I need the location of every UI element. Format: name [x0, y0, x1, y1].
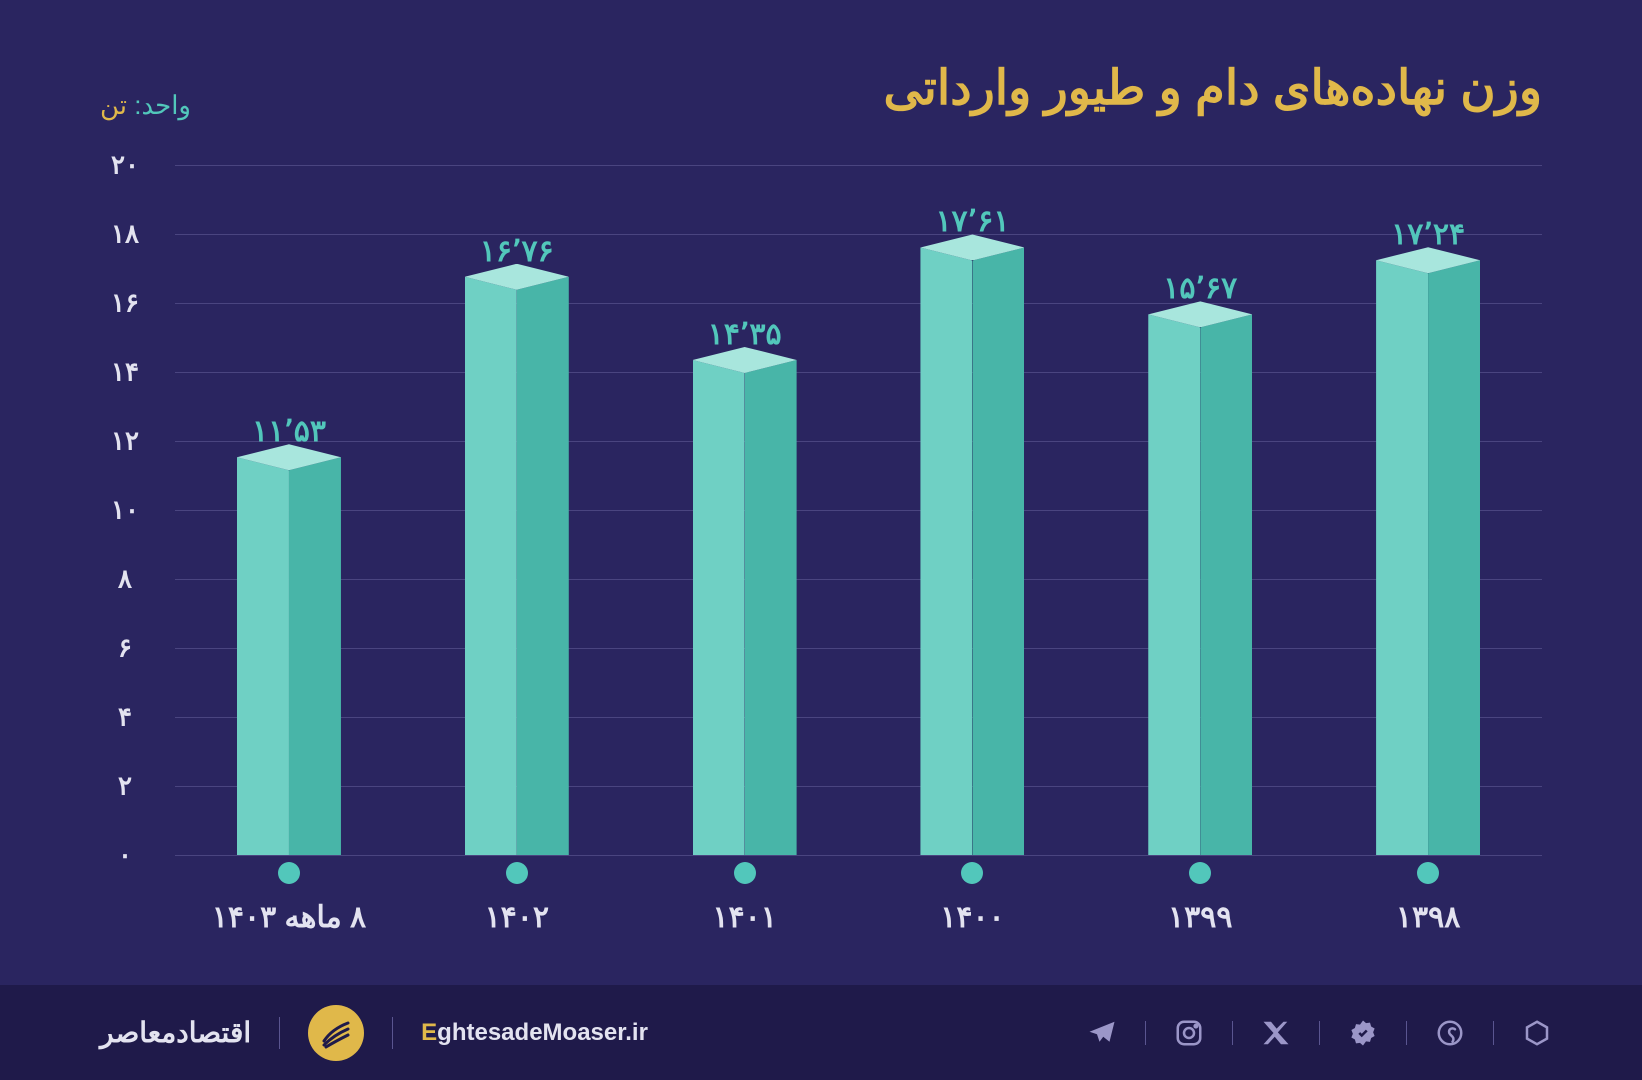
bar: ۱۱٬۵۳ — [224, 414, 354, 855]
divider — [1406, 1021, 1407, 1045]
plot-area: ۱۷٬۲۴ ۱۵٬۶۷ ۱۷٬۶۱ ۱۴٬۳۵ ۱۶٬۷۶ — [175, 165, 1542, 855]
chart-container: وزن نهاده‌های دام و طیور وارداتی واحد: ت… — [0, 0, 1642, 985]
x-category-label: ۱۴۰۲ — [485, 900, 549, 935]
x-category-label: ۸ ماهه ۱۴۰۳ — [212, 900, 366, 935]
bar-top-face — [1376, 247, 1480, 273]
bar-top-face — [920, 234, 1024, 260]
x-category-label: ۱۴۰۰ — [940, 900, 1004, 935]
bar-left-face — [745, 360, 797, 855]
website-url: EghtesadeMoaser.ir — [421, 1019, 648, 1047]
y-tick-label: ۴ — [90, 702, 160, 733]
x-category-label: ۱۳۹۹ — [1168, 900, 1232, 935]
bar-left-face — [517, 277, 569, 855]
bar: ۱۷٬۲۴ — [1363, 217, 1493, 855]
verified-icon[interactable] — [1348, 1018, 1378, 1048]
eitaa-icon[interactable] — [1435, 1018, 1465, 1048]
x-twitter-icon[interactable] — [1261, 1018, 1291, 1048]
hexagon-icon[interactable] — [1522, 1018, 1552, 1048]
bar-right-face — [1376, 260, 1428, 855]
brand-name: اقتصادمعاصر — [100, 1016, 251, 1049]
unit-label: واحد: تن — [100, 90, 191, 121]
bar-left-face — [972, 247, 1024, 855]
bar-left-face — [1428, 260, 1480, 855]
x-category-label: ۱۴۰۱ — [712, 900, 776, 935]
website-accent: E — [421, 1019, 437, 1046]
y-tick-label: ۸ — [90, 564, 160, 595]
bar-right-face — [1148, 314, 1200, 855]
bar: ۱۵٬۶۷ — [1135, 271, 1265, 855]
divider — [1145, 1021, 1146, 1045]
y-tick-label: ۶ — [90, 633, 160, 664]
website-rest: ghtesadeMoaser.ir — [437, 1019, 648, 1046]
telegram-icon[interactable] — [1087, 1018, 1117, 1048]
bar: ۱۷٬۶۱ — [907, 204, 1037, 855]
bar-body — [1376, 260, 1480, 855]
y-tick-label: ۲۰ — [90, 150, 160, 181]
x-label-group: ۸ ماهه ۱۴۰۳ — [224, 862, 354, 935]
unit-word: واحد: — [134, 90, 191, 120]
bar-top-face — [237, 444, 341, 470]
y-tick-label: ۰ — [90, 840, 160, 871]
bar-body — [920, 247, 1024, 855]
y-tick-label: ۱۶ — [90, 288, 160, 319]
divider — [392, 1017, 393, 1049]
y-tick-label: ۱۸ — [90, 219, 160, 250]
chart-title: وزن نهاده‌های دام و طیور وارداتی — [100, 60, 1542, 116]
brand-logo-icon — [308, 1005, 364, 1061]
x-label-group: ۱۴۰۱ — [680, 862, 810, 935]
divider — [279, 1017, 280, 1049]
social-icons — [1087, 1018, 1552, 1048]
y-tick-label: ۱۴ — [90, 357, 160, 388]
bar-body — [1148, 314, 1252, 855]
x-category-label: ۱۳۹۸ — [1396, 900, 1460, 935]
x-label-group: ۱۳۹۸ — [1363, 862, 1493, 935]
bar-body — [693, 360, 797, 855]
footer-left: اقتصادمعاصر EghtesadeMoaser.ir — [100, 1005, 648, 1061]
x-label-group: ۱۴۰۲ — [452, 862, 582, 935]
x-axis-labels: ۱۳۹۸ ۱۳۹۹ ۱۴۰۰ ۱۴۰۱ ۱۴۰۲ ۸ ماهه ۱۴۰۳ — [175, 862, 1542, 935]
divider — [1232, 1021, 1233, 1045]
category-dot-icon — [961, 862, 983, 884]
category-dot-icon — [506, 862, 528, 884]
category-dot-icon — [1189, 862, 1211, 884]
y-tick-label: ۱۰ — [90, 495, 160, 526]
x-label-group: ۱۴۰۰ — [907, 862, 1037, 935]
bar-right-face — [237, 457, 289, 855]
bar-top-face — [693, 347, 797, 373]
category-dot-icon — [734, 862, 756, 884]
bar-left-face — [1200, 314, 1252, 855]
instagram-icon[interactable] — [1174, 1018, 1204, 1048]
bar-top-face — [1148, 301, 1252, 327]
x-label-group: ۱۳۹۹ — [1135, 862, 1265, 935]
bar-right-face — [465, 277, 517, 855]
bar-right-face — [920, 247, 972, 855]
y-tick-label: ۱۲ — [90, 426, 160, 457]
divider — [1319, 1021, 1320, 1045]
bar: ۱۴٬۳۵ — [680, 317, 810, 855]
bar-left-face — [289, 457, 341, 855]
grid-line — [175, 855, 1542, 856]
bar-body — [237, 457, 341, 855]
y-tick-label: ۲ — [90, 771, 160, 802]
bars-row: ۱۷٬۲۴ ۱۵٬۶۷ ۱۷٬۶۱ ۱۴٬۳۵ ۱۶٬۷۶ — [175, 165, 1542, 855]
footer: اقتصادمعاصر EghtesadeMoaser.ir — [0, 985, 1642, 1080]
unit-value: تن — [100, 90, 127, 120]
bar: ۱۶٬۷۶ — [452, 234, 582, 855]
bar-right-face — [693, 360, 745, 855]
divider — [1493, 1021, 1494, 1045]
bar-body — [465, 277, 569, 855]
bar-top-face — [465, 264, 569, 290]
category-dot-icon — [278, 862, 300, 884]
category-dot-icon — [1417, 862, 1439, 884]
